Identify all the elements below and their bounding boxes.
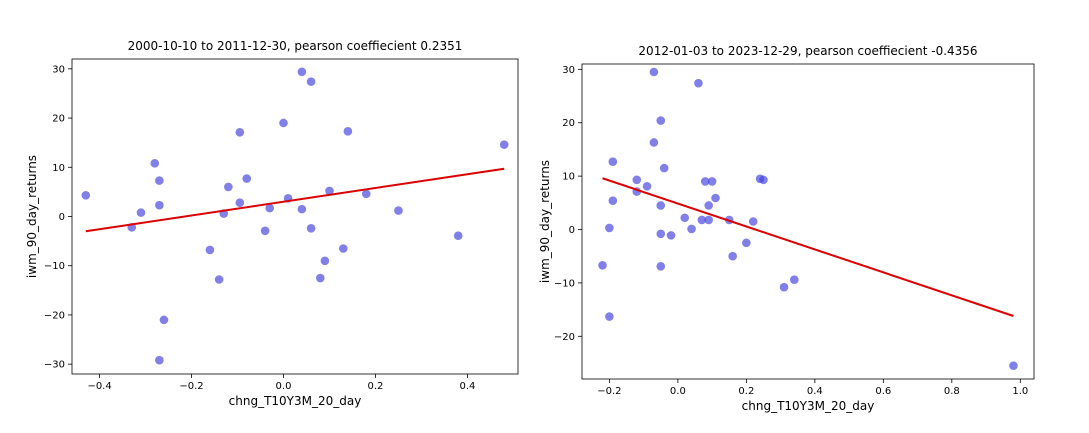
data-point-8 xyxy=(649,67,659,77)
y-tick-label-3: 10 xyxy=(562,172,575,183)
data-point-2 xyxy=(136,208,146,217)
data-point-19 xyxy=(297,204,307,214)
y-tick-label-2: −10 xyxy=(44,261,65,272)
x-tick-label-3: 0.4 xyxy=(807,386,823,397)
x-axis-label: chng_T10Y3M_20_day xyxy=(742,399,875,413)
x-tick-label-5: 0.8 xyxy=(944,386,960,397)
y-tick-label-2: 0 xyxy=(569,225,575,236)
data-point-11 xyxy=(224,182,233,192)
data-point-8 xyxy=(205,245,215,255)
data-point-14 xyxy=(242,174,252,183)
data-point-12 xyxy=(656,229,666,239)
data-point-24 xyxy=(320,256,330,266)
chart-title: 2000-10-10 to 2011-12-30, pearson coeffi… xyxy=(128,39,463,53)
y-tick-label-0: −30 xyxy=(44,360,65,371)
x-tick-label-1: −0.2 xyxy=(179,381,203,392)
data-point-17 xyxy=(279,118,288,128)
x-tick-label-0: −0.2 xyxy=(597,386,621,397)
data-point-16 xyxy=(680,213,690,223)
data-point-19 xyxy=(697,215,707,225)
x-tick-label-2: 0.0 xyxy=(276,381,292,392)
data-point-26 xyxy=(338,244,348,253)
data-point-3 xyxy=(608,157,618,167)
scatter-chart-2000-2011: 2000-10-10 to 2011-12-30, pearson coeffi… xyxy=(25,39,519,408)
chart-title: 2012-01-03 to 2023-12-29, pearson coeffi… xyxy=(638,44,977,58)
data-point-25 xyxy=(325,186,334,196)
data-point-5 xyxy=(632,175,642,185)
data-point-9 xyxy=(649,138,659,147)
x-tick-label-3: 0.2 xyxy=(368,381,384,392)
y-tick-label-1: −20 xyxy=(44,310,65,321)
data-point-15 xyxy=(666,231,676,240)
data-point-22 xyxy=(306,224,316,233)
data-point-27 xyxy=(343,127,353,136)
plot-frame xyxy=(581,63,1035,380)
y-tick-label-3: 0 xyxy=(59,212,65,223)
y-tick-label-4: 10 xyxy=(52,163,65,174)
data-point-2 xyxy=(605,312,614,321)
data-point-30 xyxy=(759,175,768,185)
data-point-11 xyxy=(656,201,666,210)
data-point-1 xyxy=(605,223,614,233)
data-point-17 xyxy=(687,224,696,234)
data-point-0 xyxy=(598,260,607,270)
x-tick-label-2: 0.2 xyxy=(738,386,754,397)
data-point-31 xyxy=(499,140,509,149)
x-tick-label-6: 1.0 xyxy=(1012,386,1028,397)
data-point-12 xyxy=(235,128,245,137)
data-point-31 xyxy=(779,282,789,292)
data-point-3 xyxy=(150,159,160,168)
x-tick-label-1: 0.0 xyxy=(670,386,686,397)
data-point-20 xyxy=(297,67,307,77)
data-point-33 xyxy=(1009,361,1018,370)
data-point-7 xyxy=(155,355,164,365)
data-point-27 xyxy=(742,238,751,248)
data-point-9 xyxy=(214,275,224,284)
data-point-30 xyxy=(453,231,463,240)
data-point-4 xyxy=(608,196,618,205)
data-point-32 xyxy=(790,275,799,284)
data-point-29 xyxy=(394,206,403,215)
data-point-18 xyxy=(694,78,703,88)
x-tick-label-4: 0.6 xyxy=(875,386,891,397)
data-point-21 xyxy=(704,215,713,225)
y-tick-label-4: 20 xyxy=(562,118,575,129)
y-tick-label-5: 30 xyxy=(562,65,575,76)
data-point-21 xyxy=(306,77,316,86)
data-point-15 xyxy=(260,226,270,236)
data-point-4 xyxy=(155,176,164,185)
data-point-6 xyxy=(159,315,169,325)
plot-frame xyxy=(71,58,519,375)
data-point-13 xyxy=(235,198,245,208)
data-point-20 xyxy=(700,177,710,186)
data-point-24 xyxy=(711,193,720,203)
regression-line xyxy=(85,167,505,233)
regression-line xyxy=(602,177,1014,317)
scatter-chart-2012-2023: 2012-01-03 to 2023-12-29, pearson coeffi… xyxy=(538,44,1035,413)
data-point-7 xyxy=(642,181,652,191)
x-axis-label: chng_T10Y3M_20_day xyxy=(229,394,362,408)
data-point-22 xyxy=(704,201,713,210)
data-point-0 xyxy=(81,191,91,200)
data-point-23 xyxy=(707,177,717,186)
data-point-14 xyxy=(659,163,669,173)
y-tick-label-0: −20 xyxy=(554,332,575,343)
y-tick-label-6: 30 xyxy=(52,64,65,75)
y-tick-label-1: −10 xyxy=(554,278,575,289)
data-point-13 xyxy=(656,262,666,271)
data-point-28 xyxy=(748,217,758,226)
data-point-10 xyxy=(656,116,666,125)
data-point-5 xyxy=(155,200,164,210)
x-tick-label-4: 0.4 xyxy=(459,381,475,392)
y-tick-label-5: 20 xyxy=(52,114,65,125)
x-tick-label-0: −0.4 xyxy=(87,381,111,392)
y-axis-label: iwm_90_day_returns xyxy=(25,155,39,278)
data-point-23 xyxy=(315,273,325,283)
data-point-16 xyxy=(265,203,275,213)
data-point-28 xyxy=(361,189,371,199)
data-point-26 xyxy=(728,251,737,261)
y-axis-label: iwm_90_day_returns xyxy=(538,160,552,283)
